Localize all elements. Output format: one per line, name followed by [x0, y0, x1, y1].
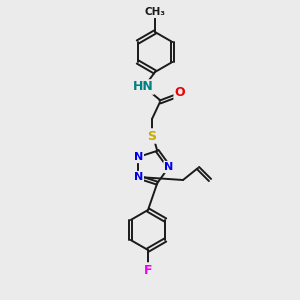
- Text: O: O: [175, 86, 185, 100]
- Text: CH₃: CH₃: [145, 7, 166, 17]
- Text: F: F: [144, 263, 152, 277]
- Text: HN: HN: [133, 80, 153, 94]
- Text: N: N: [134, 172, 143, 182]
- Text: N: N: [134, 152, 143, 162]
- Text: S: S: [148, 130, 157, 142]
- Text: N: N: [164, 162, 174, 172]
